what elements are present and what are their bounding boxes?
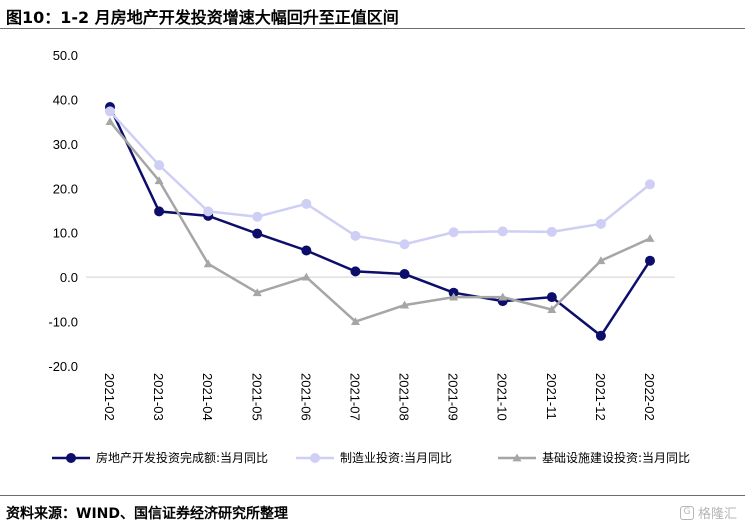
data-point — [301, 245, 312, 256]
data-point — [252, 211, 263, 222]
data-point — [645, 255, 655, 266]
x-tick-label: 2021-05 — [249, 373, 264, 421]
data-point — [645, 179, 655, 190]
watermark-text: 格隆汇 — [697, 507, 737, 522]
title-divider — [0, 28, 745, 29]
y-tick-label: 0.0 — [60, 270, 78, 285]
x-tick-label: 2022-02 — [642, 373, 657, 421]
legend-label: 房地产开发投资完成额:当月同比 — [96, 450, 268, 465]
x-tick-label: 2021-06 — [298, 373, 313, 421]
data-point — [399, 269, 410, 280]
footer-divider — [0, 495, 745, 496]
x-tick-label: 2021-10 — [495, 373, 510, 421]
x-tick-label: 2021-11 — [544, 373, 559, 420]
legend-label: 制造业投资:当月同比 — [340, 450, 452, 465]
x-tick-label: 2021-03 — [151, 373, 166, 421]
data-point — [595, 218, 606, 229]
y-tick-label: 10.0 — [53, 226, 78, 241]
series-line — [109, 120, 651, 323]
g-logo-icon: G — [679, 505, 694, 520]
series-line — [109, 110, 651, 246]
data-point — [595, 330, 606, 341]
data-point — [105, 117, 115, 126]
x-tick-label: 2021-08 — [397, 373, 412, 421]
data-point — [350, 230, 361, 241]
data-point — [400, 300, 410, 309]
data-point — [448, 227, 459, 238]
y-tick-label: -10.0 — [48, 315, 78, 330]
x-tick-label: 2021-04 — [200, 373, 215, 421]
data-point — [203, 206, 214, 217]
x-tick-label: 2021-07 — [347, 373, 362, 421]
data-point — [350, 317, 360, 325]
data-point — [546, 292, 557, 303]
x-tick-label: 2021-12 — [593, 373, 608, 421]
watermark: G 格隆汇 — [679, 503, 737, 522]
data-point — [596, 256, 606, 265]
source-note: 资料来源：WIND、国信证券经济研究所整理 — [6, 506, 288, 522]
y-tick-label: 50.0 — [53, 48, 78, 63]
data-point — [449, 292, 459, 301]
legend-swatch-marker — [512, 453, 522, 462]
data-point — [350, 266, 361, 277]
x-tick-label: 2021-09 — [446, 373, 461, 421]
data-point — [154, 206, 165, 217]
legend-label: 基础设施建设投资:当月同比 — [542, 450, 690, 465]
legend-swatch-marker — [310, 453, 320, 463]
x-tick-label: 2021-02 — [102, 373, 117, 421]
data-point — [252, 228, 263, 239]
data-point — [203, 259, 213, 268]
data-point — [154, 176, 164, 185]
data-point — [547, 305, 557, 313]
y-tick-label: 40.0 — [53, 92, 78, 107]
legend-swatch-marker — [66, 453, 76, 463]
data-point — [399, 239, 410, 250]
data-point — [252, 288, 262, 297]
series-line — [108, 106, 652, 338]
chart-title: 图10：1-2 月房地产开发投资增速大幅回升至正值区间 — [6, 8, 399, 27]
data-point — [301, 198, 312, 209]
data-point — [498, 292, 508, 301]
data-point — [497, 226, 508, 237]
data-point — [645, 233, 655, 242]
y-tick-label: -20.0 — [48, 359, 78, 374]
y-tick-label: 20.0 — [53, 181, 78, 196]
data-point — [546, 226, 557, 237]
y-tick-label: 30.0 — [53, 137, 78, 152]
data-point — [154, 160, 165, 171]
data-point — [301, 272, 311, 281]
data-point — [105, 106, 115, 117]
